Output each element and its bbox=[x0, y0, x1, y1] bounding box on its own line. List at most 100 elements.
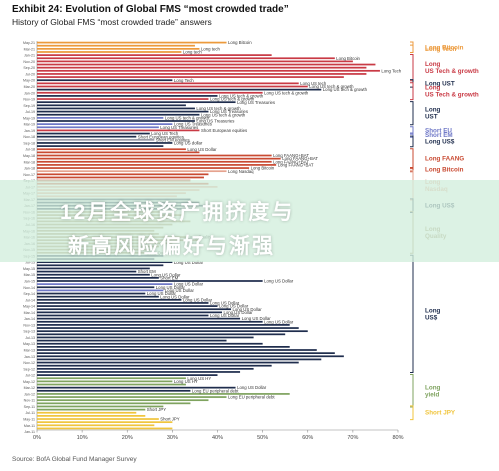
y-tick-label: May-15 bbox=[23, 267, 35, 271]
y-tick-label: Jan-21 bbox=[24, 54, 35, 58]
legend-bracket bbox=[410, 101, 414, 126]
bar-data-label: Long US Dollar bbox=[187, 147, 217, 152]
bar bbox=[37, 113, 200, 116]
bar-data-label: Long US tech & growth bbox=[309, 84, 354, 89]
legend-bracket bbox=[410, 254, 414, 373]
y-tick-label: Nov-19 bbox=[23, 98, 35, 102]
bar-data-label: Long US Treasuries bbox=[237, 100, 275, 105]
bar-data-label: Long US Treasuries bbox=[174, 122, 212, 127]
bar-data-label: Long US tech & growth bbox=[264, 90, 309, 95]
bar-data-label: Short EM bbox=[160, 276, 178, 281]
bar-data-label: Long US Dollar bbox=[210, 301, 240, 306]
bar-data-label: Long US tech & growth bbox=[196, 106, 241, 111]
bar-data-label: Long US Dollar bbox=[183, 297, 213, 302]
bar-data-label: Long US Dollar bbox=[219, 304, 249, 309]
bar-data-label: Long US Dollar bbox=[242, 316, 272, 321]
bar bbox=[37, 261, 173, 264]
bar bbox=[37, 120, 195, 122]
y-tick-label: Jan-14 bbox=[24, 317, 35, 321]
bar bbox=[37, 167, 250, 169]
legend-label: Long FAANG bbox=[425, 156, 464, 163]
y-tick-label: Jul-19 bbox=[25, 110, 35, 114]
bar bbox=[37, 383, 186, 386]
bar bbox=[37, 101, 236, 104]
bar-data-label: Long US Dollar bbox=[233, 307, 263, 312]
bar bbox=[37, 405, 164, 408]
y-tick-label: Mar-21 bbox=[24, 47, 35, 51]
y-tick-label: Mar-14 bbox=[24, 311, 35, 315]
bar bbox=[37, 399, 209, 402]
legend-bracket bbox=[410, 126, 414, 135]
y-tick-label: Mar-18 bbox=[24, 160, 35, 164]
y-tick-label: Mar-15 bbox=[24, 273, 35, 277]
bar bbox=[37, 377, 186, 380]
bar bbox=[37, 374, 218, 376]
bar-data-label: Long US Dollar bbox=[174, 282, 204, 287]
y-tick-label: May-19 bbox=[23, 116, 35, 120]
legend-label: Short EU bbox=[425, 127, 452, 134]
bar bbox=[37, 98, 209, 100]
bar bbox=[37, 396, 227, 398]
bar bbox=[37, 73, 367, 75]
bar bbox=[37, 154, 272, 157]
bar bbox=[37, 176, 204, 179]
bar bbox=[37, 85, 308, 88]
bar bbox=[37, 317, 241, 320]
x-tick-label: 0% bbox=[33, 435, 41, 441]
y-tick-label: Nov-11 bbox=[24, 399, 35, 403]
y-tick-label: May-12 bbox=[23, 380, 35, 384]
overlay-headline-line-1: 12月全球资产拥挤度与 bbox=[60, 201, 295, 224]
bar-data-label: Long US tech & growth bbox=[165, 116, 210, 121]
bar-data-label: Long US tech bbox=[300, 81, 327, 86]
bar-data-label: Long US Dollar bbox=[165, 288, 195, 293]
legend-bracket bbox=[410, 82, 414, 101]
bar-data-label: Long Tech bbox=[174, 78, 194, 83]
bar bbox=[37, 367, 254, 370]
y-tick-label: May-18 bbox=[23, 154, 35, 158]
x-tick-label: 70% bbox=[347, 435, 358, 441]
y-tick-label: Jul-20 bbox=[25, 72, 35, 76]
y-tick-label: Jan-18 bbox=[24, 167, 35, 171]
x-tick-label: 80% bbox=[392, 435, 403, 441]
bar bbox=[37, 393, 290, 395]
bar bbox=[37, 264, 164, 267]
bar bbox=[37, 79, 173, 82]
overlay-headline-line-2: 新高风险偏好与渐强 bbox=[68, 235, 275, 258]
bar bbox=[37, 292, 146, 295]
bar bbox=[37, 273, 150, 276]
y-tick-label: Nov-20 bbox=[23, 60, 35, 64]
bar-data-label: Long US Treasuries bbox=[210, 109, 248, 114]
bar bbox=[37, 358, 322, 361]
y-tick-label: Nov-17 bbox=[23, 173, 35, 177]
bar bbox=[37, 57, 335, 60]
y-tick-label: Nov-14 bbox=[23, 286, 35, 290]
bar bbox=[37, 327, 299, 329]
bar bbox=[37, 424, 155, 427]
bar bbox=[37, 123, 173, 125]
bar-data-label: Long US HY bbox=[187, 376, 211, 381]
bar bbox=[37, 160, 272, 163]
bar bbox=[37, 280, 263, 282]
bar bbox=[37, 283, 173, 285]
legend-bracket bbox=[410, 167, 414, 173]
y-tick-label: Sep-14 bbox=[23, 292, 35, 296]
chart-source: Source: BofA Global Fund Manager Survey bbox=[12, 456, 137, 463]
y-tick-label: Sep-11 bbox=[24, 405, 35, 409]
y-tick-label: Sep-12 bbox=[23, 367, 35, 371]
bar bbox=[37, 346, 290, 348]
bar-data-label: Long US Tech bbox=[151, 131, 179, 136]
bar bbox=[37, 173, 209, 176]
bar-data-label: Long US tech & growth bbox=[201, 112, 246, 117]
bar bbox=[37, 54, 272, 56]
bar-data-label: Long US dollar bbox=[174, 141, 203, 146]
x-tick-label: 50% bbox=[257, 435, 268, 441]
legend-label: US$ bbox=[425, 314, 438, 321]
bar bbox=[37, 151, 200, 154]
bar-data-label: Long tech bbox=[183, 50, 202, 55]
y-tick-label: Mar-13 bbox=[24, 349, 35, 353]
bar bbox=[37, 421, 173, 424]
legend-bracket bbox=[410, 374, 414, 408]
y-tick-label: Jan-12 bbox=[24, 392, 35, 396]
bar bbox=[37, 330, 308, 333]
